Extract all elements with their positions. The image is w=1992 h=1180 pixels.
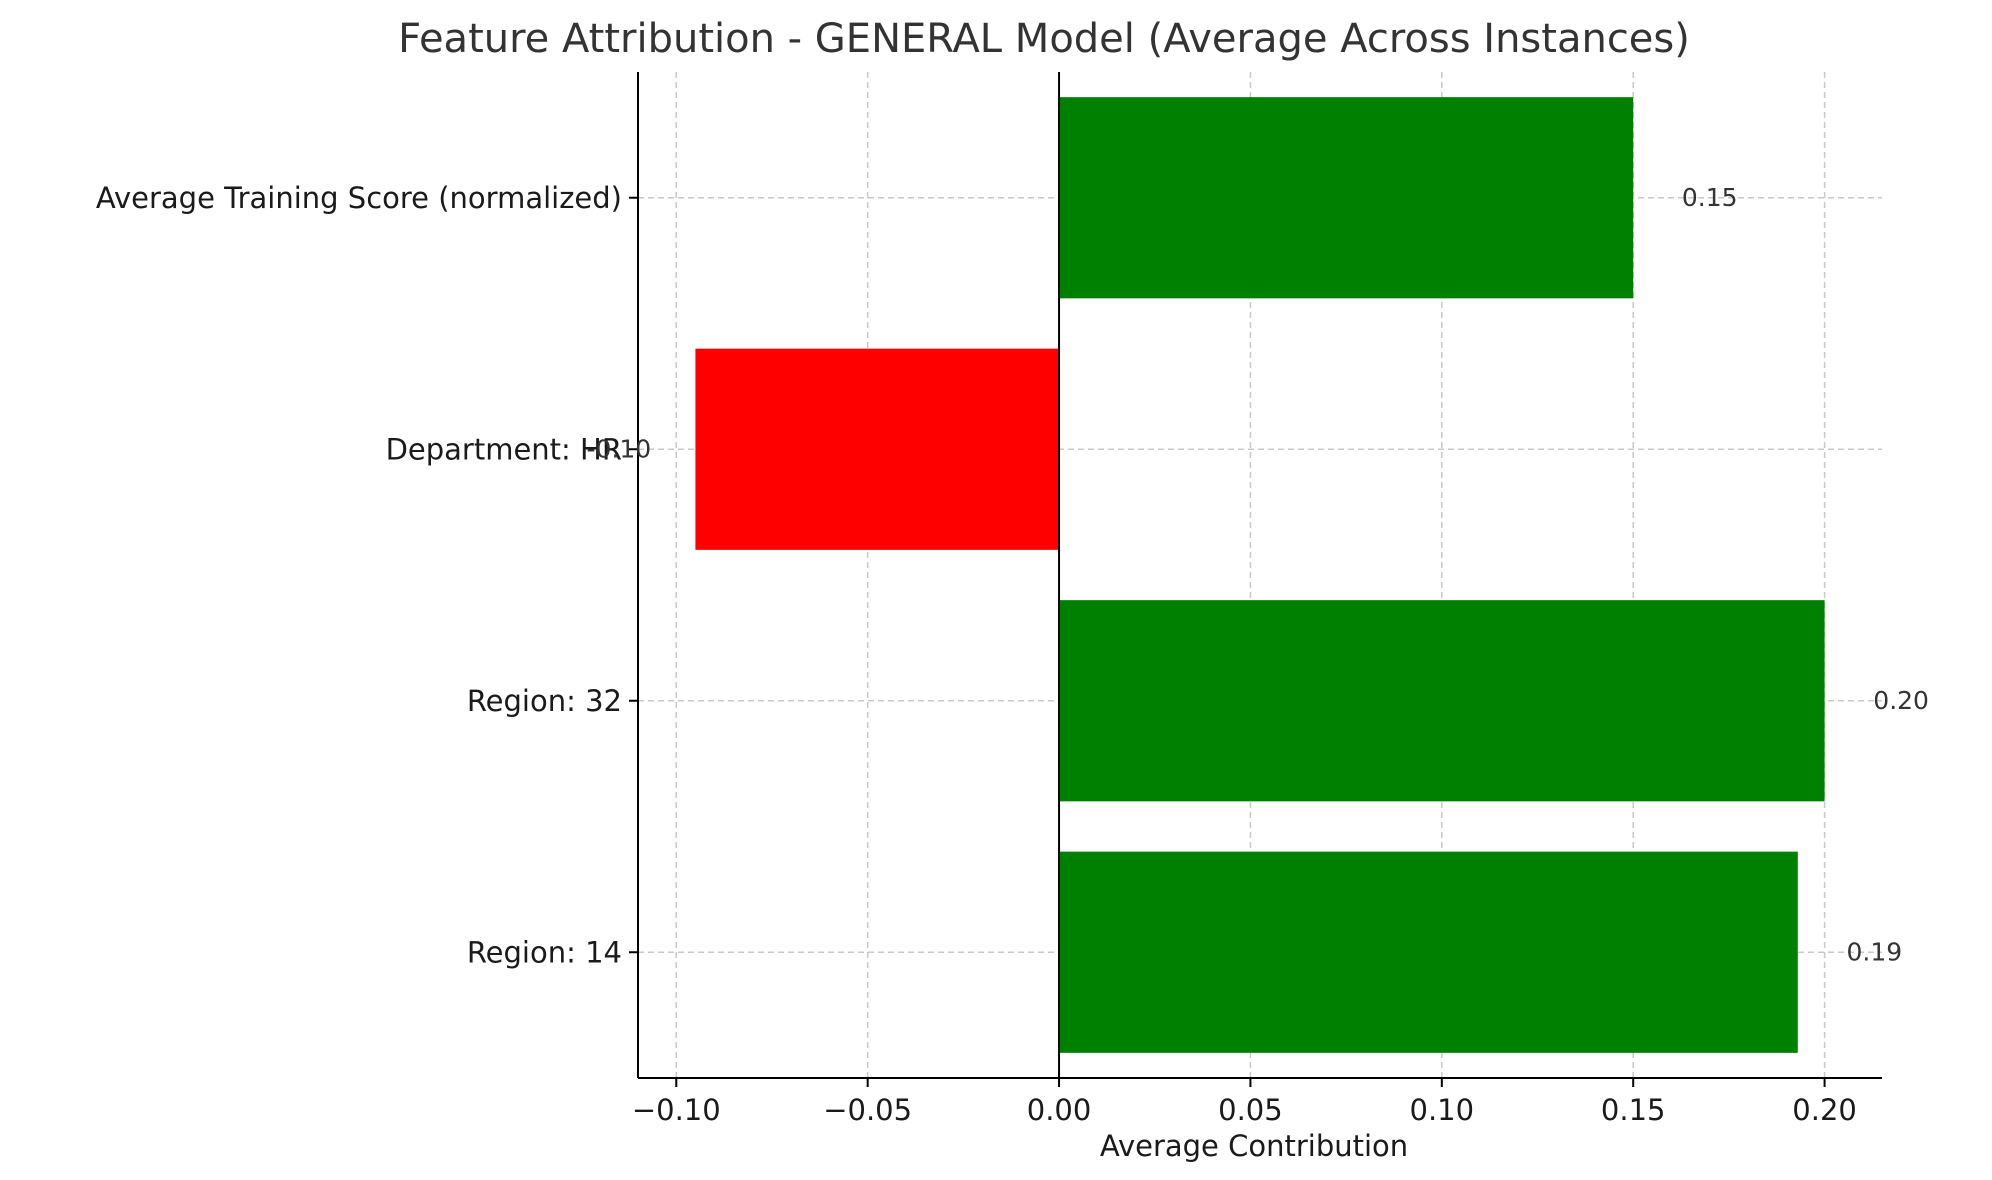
- bar: [1059, 600, 1825, 802]
- x-tick-label: −0.05: [823, 1093, 912, 1127]
- bar-value-label: 0.15: [1682, 183, 1738, 212]
- y-tick-label: Department: HR: [386, 432, 622, 466]
- x-tick-label: −0.10: [632, 1093, 721, 1127]
- x-tick-label: 0.00: [1027, 1093, 1092, 1127]
- y-tick-label: Region: 32: [467, 684, 622, 718]
- bar: [1059, 851, 1798, 1053]
- y-tick-label: Average Training Score (normalized): [96, 181, 622, 215]
- bars: [695, 97, 1825, 1053]
- x-tick-label: 0.05: [1218, 1093, 1283, 1127]
- x-tick-label: 0.15: [1601, 1093, 1666, 1127]
- y-tick-label: Region: 14: [467, 935, 622, 969]
- axes: −0.10 −0.05 0.00 0.05 0.10 0.15 0.20 Average Tr…: [96, 72, 1882, 1127]
- bar-value-label: 0.20: [1873, 686, 1929, 715]
- data-labels: 0.15 -0.10 0.20 0.19: [587, 183, 1929, 967]
- x-tick-label: 0.10: [1410, 1093, 1475, 1127]
- chart-title: Feature Attribution - GENERAL Model (Ave…: [398, 16, 1690, 62]
- bar-value-label: 0.19: [1847, 937, 1903, 966]
- bar-value-label: -0.10: [587, 434, 652, 463]
- x-axis-label: Average Contribution: [1100, 1129, 1408, 1163]
- bar: [1059, 97, 1634, 299]
- bar: [695, 348, 1060, 550]
- x-tick-label: 0.20: [1792, 1093, 1857, 1127]
